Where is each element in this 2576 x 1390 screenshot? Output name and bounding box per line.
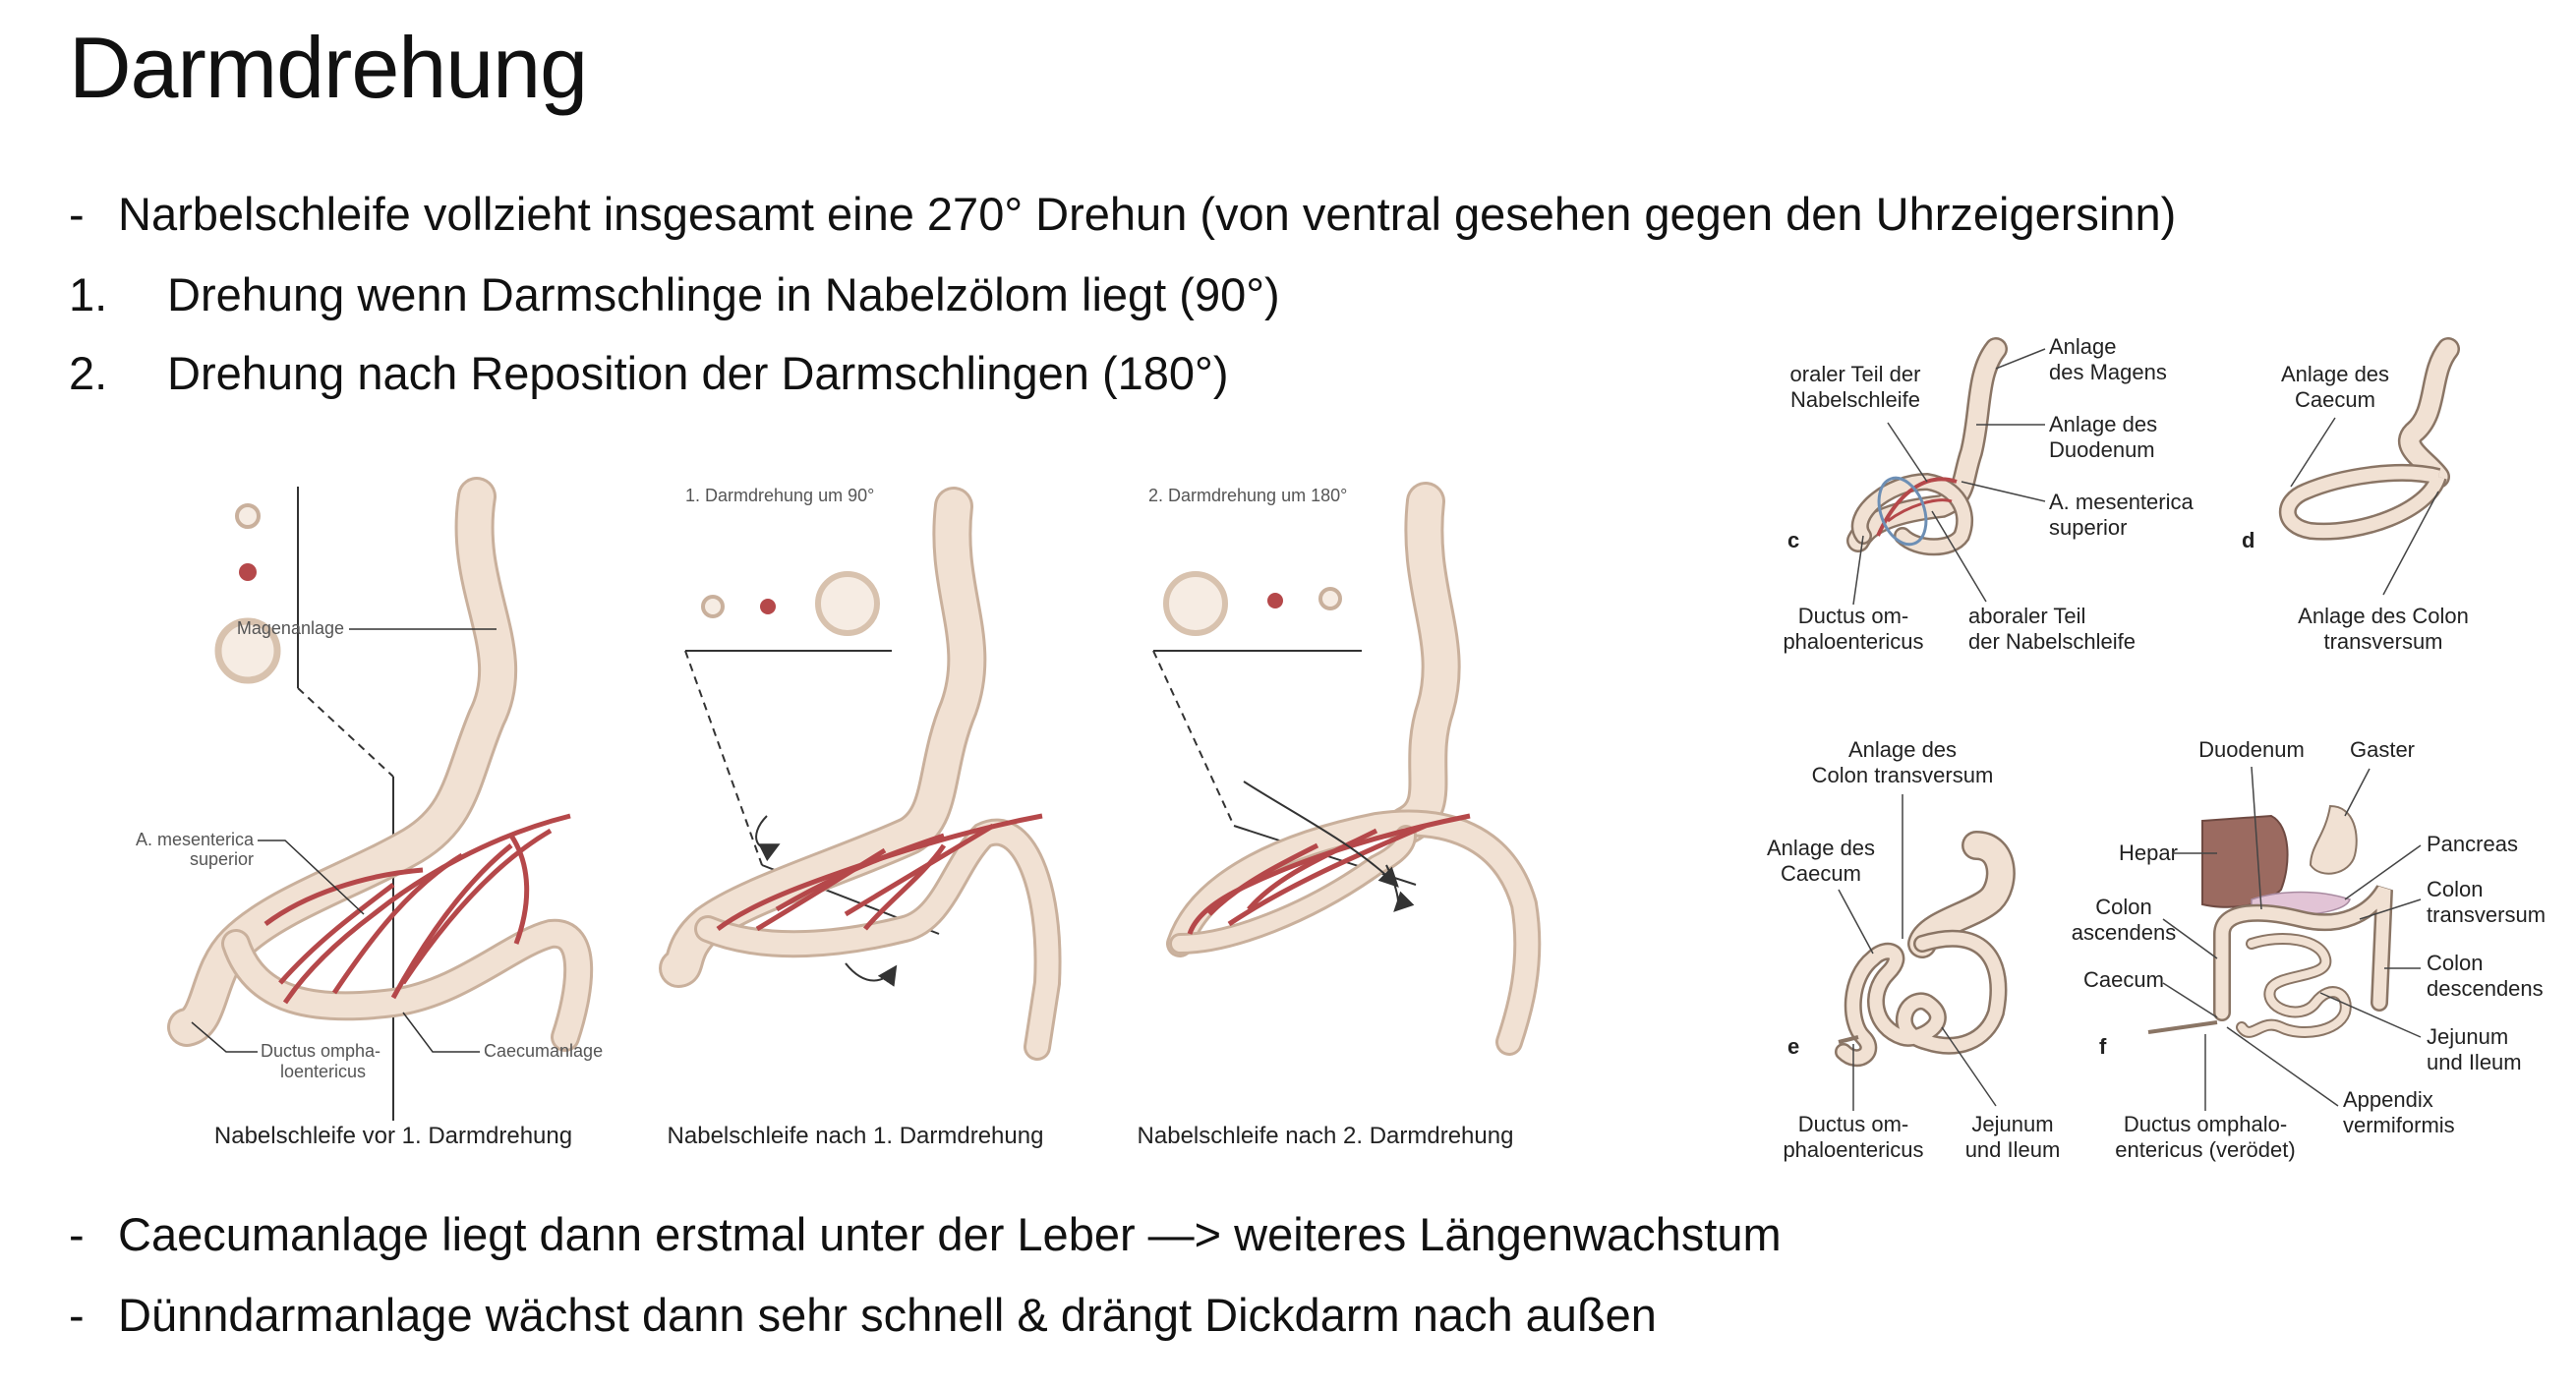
letter-d: d (2242, 528, 2254, 552)
label-f-jej-2: und Ileum (2427, 1050, 2522, 1074)
label-ductus-1: Ductus ompha- (261, 1041, 381, 1061)
label-oral-1: oraler Teil der (1790, 362, 1921, 386)
panel-d: d Anlage des Caecum Anlage des Colon tra… (2242, 337, 2469, 654)
label-abor-1: aboraler Teil (1968, 604, 2085, 628)
heading-panel-3: 2. Darmdrehung um 180° (1148, 486, 1347, 505)
bullet-duenndarm: - Dünndarmanlage wächst dann sehr schnell… (69, 1288, 1657, 1342)
caption-panel-3: Nabelschleife nach 2. Darmdrehung (1138, 1123, 1514, 1149)
panel-f: f Duodenum Gaster Hepar Pancreas Colon a… (2072, 737, 2546, 1162)
letter-c: c (1787, 528, 1799, 552)
liver (2201, 814, 2289, 908)
label-mes-1: A. mesenterica (2049, 490, 2194, 514)
panel-second-rotation: 2. Darmdrehung um 180° Nabelschleife nac… (1138, 482, 1542, 1149)
label-mesenterica-2: superior (190, 849, 254, 869)
label-gaster: Gaster (2350, 737, 2415, 762)
label-d-caec-2: Caecum (2295, 387, 2375, 412)
bullet-step-2: 2. Drehung nach Reposition der Darmschlin… (69, 346, 1229, 400)
bullet-text: Narbelschleife vollzieht insgesamt eine … (118, 188, 2177, 240)
panel-c: c oraler Teil der Nabelschleife Anlage d… (1783, 334, 2194, 654)
label-magenanlage: Magenanlage (237, 618, 344, 638)
label-c-duct-1: Ductus om- (1798, 604, 1908, 628)
bullet-marker: - (69, 1289, 85, 1341)
panel-e: e Anlage des Colon transversum Anlage de… (1767, 737, 2060, 1162)
label-e-jej-2: und Ileum (1965, 1137, 2061, 1162)
bullet-text: Drehung nach Reposition der Darmschlinge… (167, 347, 1229, 399)
bullet-text: Caecumanlage liegt dann erstmal unter de… (118, 1208, 1782, 1260)
heading-panel-2: 1. Darmdrehung um 90° (685, 486, 874, 505)
label-c-duct-2: phaloentericus (1783, 629, 1923, 654)
bullet-marker: - (69, 188, 85, 240)
bullet-marker: - (69, 1208, 85, 1260)
bullet-text: Drehung wenn Darmschlinge in Nabelzölom … (167, 268, 1280, 320)
label-app-2: vermiformis (2343, 1113, 2455, 1137)
caption-panel-1: Nabelschleife vor 1. Darmdrehung (214, 1123, 572, 1149)
label-magen-2: des Magens (2049, 360, 2167, 384)
caption-panel-2: Nabelschleife nach 1. Darmdrehung (668, 1123, 1044, 1149)
cross-section-small (235, 503, 261, 529)
label-e-caec-1: Anlage des (1767, 836, 1875, 860)
label-e-caec-2: Caecum (1781, 861, 1861, 886)
label-hepar: Hepar (2119, 840, 2178, 865)
label-coltr-2: transversum (2427, 902, 2546, 927)
label-pancreas: Pancreas (2427, 832, 2518, 856)
label-duod-1: Anlage des (2049, 412, 2157, 436)
bullet-marker: 1. (69, 268, 108, 320)
letter-e: e (1787, 1034, 1799, 1059)
page-title: Darmdrehung (69, 19, 588, 116)
cross-section-large (214, 617, 281, 684)
label-f-duct-1: Ductus omphalo- (2124, 1112, 2287, 1136)
label-mesenterica-1: A. mesenterica (136, 830, 255, 849)
label-coltr-1: Colon (2427, 877, 2483, 901)
mesenteric-artery (263, 813, 571, 1005)
panel-first-rotation: 1. Darmdrehung um 90° Nabelschleife nach… (659, 486, 1062, 1149)
label-f-caecum: Caecum (2083, 967, 2164, 992)
label-f-jej-1: Jejunum (2427, 1024, 2508, 1049)
label-ductus-2: loentericus (280, 1062, 366, 1081)
label-duodenum: Duodenum (2198, 737, 2305, 762)
label-coldesc-2: descendens (2427, 976, 2544, 1001)
bullet-text: Dünndarmanlage wächst dann sehr schnell … (118, 1289, 1657, 1341)
stomach (2309, 804, 2358, 875)
cross-section-vessel (239, 563, 257, 581)
label-d-caec-1: Anlage des (2281, 362, 2389, 386)
label-e-colon-1: Anlage des (1848, 737, 1957, 762)
label-duod-2: Duodenum (2049, 437, 2155, 462)
label-e-duct-1: Ductus om- (1798, 1112, 1908, 1136)
label-app-1: Appendix (2343, 1087, 2433, 1112)
label-f-duct-2: entericus (verödet) (2115, 1137, 2295, 1162)
bullet-marker: 2. (69, 347, 108, 399)
letter-f: f (2099, 1034, 2107, 1059)
label-mes-2: superior (2049, 515, 2127, 540)
label-abor-2: der Nabelschleife (1968, 629, 2136, 654)
label-colasc-2: ascendens (2072, 920, 2176, 945)
label-d-colon-1: Anlage des Colon (2298, 604, 2469, 628)
bullet-step-1: 1. Drehung wenn Darmschlinge in Nabelzölo… (69, 267, 1280, 321)
label-colasc-1: Colon (2095, 895, 2151, 919)
label-e-jej-1: Jejunum (1971, 1112, 2053, 1136)
bullet-overview: - Narbelschleife vollzieht insgesamt eine… (69, 187, 2176, 241)
bullet-caecum: - Caecumanlage liegt dann erstmal unter d… (69, 1207, 1782, 1261)
label-magen-1: Anlage (2049, 334, 2117, 359)
panel-before-rotation: Magenanlage A. mesenterica superior Duct… (136, 477, 603, 1149)
label-d-colon-2: transversum (2323, 629, 2442, 654)
label-e-colon-2: Colon transversum (1812, 763, 1994, 787)
label-caecumanlage: Caecumanlage (484, 1041, 603, 1061)
label-oral-2: Nabelschleife (1790, 387, 1920, 412)
label-e-duct-2: phaloentericus (1783, 1137, 1923, 1162)
label-coldesc-1: Colon (2427, 951, 2483, 975)
